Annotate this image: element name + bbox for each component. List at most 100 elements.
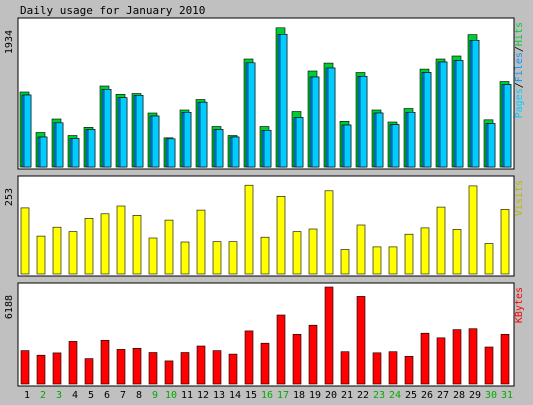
pages-bar [215,129,224,168]
kbytes-bar [372,352,382,385]
visits-bar [244,184,254,275]
visits-bar [20,207,30,275]
pages-bar [423,72,432,168]
kbytes-bar [484,346,494,385]
visits-bar [212,241,222,275]
kbytes-bar [452,329,462,385]
visits-bar [36,235,46,275]
x-tick-label: 2 [40,390,46,401]
visits-bar [52,226,62,275]
panel-0-series-label: Pages/Files/Hits [514,22,525,118]
kbytes-bar [260,342,270,385]
chart-title: Daily usage for January 2010 [20,4,205,17]
kbytes-bar [244,330,254,385]
kbytes-bar [148,352,158,385]
kbytes-bar [164,360,174,385]
kbytes-bar [468,328,478,385]
pages-bar [311,76,320,168]
panel-0-ymax-label: 1934 [4,30,15,54]
visits-bar [436,206,446,275]
x-tick-label: 8 [136,390,142,401]
kbytes-bar [404,355,414,385]
series-label-part: / [514,82,525,88]
pages-bar [135,95,144,168]
x-tick-label: 22 [357,390,369,401]
kbytes-bar [116,349,126,385]
visits-bar [132,215,142,275]
pages-bar [407,112,416,168]
x-tick-label: 13 [213,390,225,401]
visits-bar [388,246,398,275]
pages-bar [199,101,208,168]
kbytes-bar [292,333,302,385]
pages-bar [247,62,256,168]
visits-bar [292,231,302,275]
pages-bar [327,67,336,168]
kbytes-bar [100,339,110,385]
kbytes-bar [356,296,366,385]
kbytes-bar [276,314,286,385]
x-tick-label: 16 [261,390,273,401]
pages-bar [375,112,384,168]
visits-bar [100,213,110,275]
x-tick-label: 6 [104,390,110,401]
visits-bar [148,237,158,275]
visits-bar [164,219,174,275]
pages-bar [471,39,480,168]
kbytes-bar [20,350,30,385]
series-label-part: Hits [514,22,525,46]
visits-bar [340,249,350,275]
kbytes-bar [436,337,446,385]
visits-bar [116,205,126,275]
x-tick-label: 23 [373,390,385,401]
pages-bar [391,124,400,168]
visits-bar [452,229,462,275]
visits-bar [84,218,94,275]
visits-bar [372,246,382,275]
pages-bar [343,124,352,168]
series-label-part: Files [514,52,525,82]
x-tick-label: 20 [325,390,337,401]
kbytes-bar [324,286,334,385]
kbytes-bar [212,350,222,385]
pages-bar [119,97,128,168]
panel-2-series-label: KBytes [514,287,525,323]
pages-bar [167,138,176,168]
x-tick-label: 15 [245,390,257,401]
pages-bar [455,60,464,168]
kbytes-bar [500,333,510,385]
visits-bar [180,241,190,275]
pages-bar [263,130,272,168]
kbytes-bar [84,358,94,385]
kbytes-bar [52,352,62,385]
visits-bar [500,209,510,275]
visits-bar [276,196,286,275]
series-label-part: Pages [514,88,525,118]
kbytes-bar [308,324,318,385]
visits-bar [404,233,414,275]
visits-bar [196,209,206,275]
x-tick-label: 3 [56,390,62,401]
x-tick-label: 27 [437,390,449,401]
panel-1-series-label: Visits [514,180,525,216]
kbytes-bar [340,351,350,385]
kbytes-bar [180,352,190,385]
visits-bar [420,227,430,275]
pages-bar [279,33,288,168]
x-tick-label: 12 [197,390,209,401]
pages-bar [151,115,160,168]
kbytes-bar [36,354,46,385]
x-tick-label: 28 [453,390,465,401]
visits-bar [228,241,238,275]
panel-2-ymax-label: 6188 [4,295,15,319]
x-tick-label: 31 [501,390,513,401]
visits-bar [260,236,270,275]
visits-bar [68,231,78,275]
x-tick-label: 10 [165,390,177,401]
visits-bar [484,243,494,275]
pages-bar [359,76,368,168]
x-tick-label: 21 [341,390,353,401]
series-label-part: / [514,46,525,52]
